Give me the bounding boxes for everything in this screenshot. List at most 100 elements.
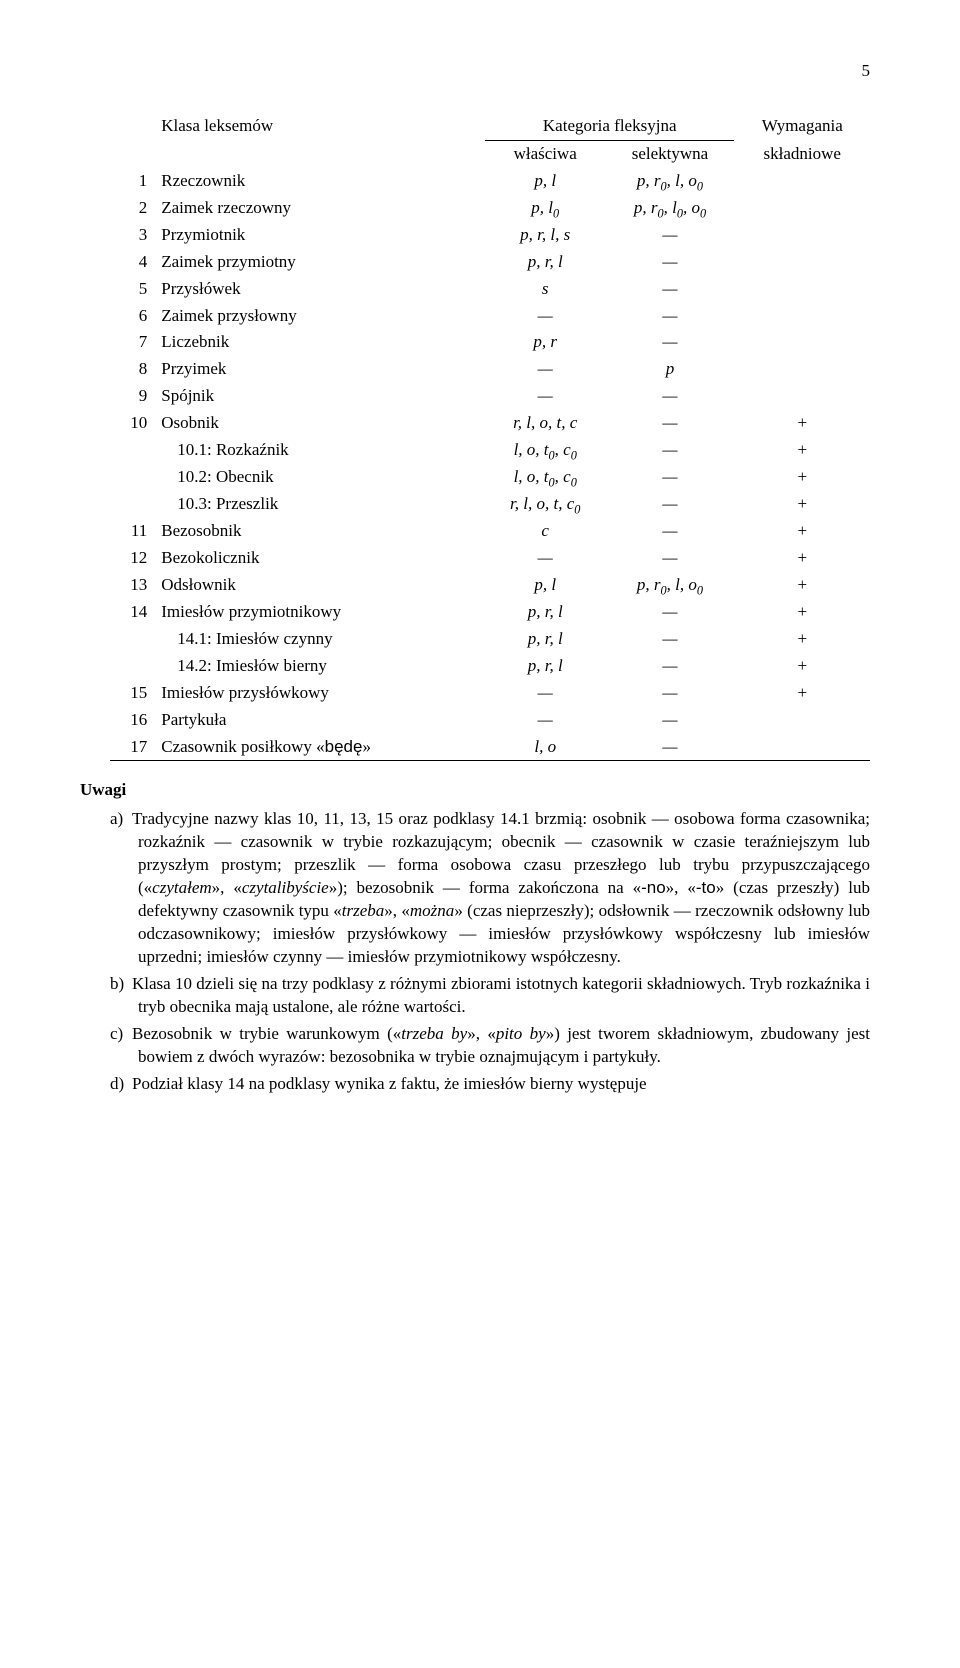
row-cat-selektywna: — [605,734,734,761]
row-cat-wlasciwa: — [485,303,606,330]
table-row: 6Zaimek przysłowny—— [110,303,870,330]
row-wymagania: + [734,653,870,680]
row-cat-wlasciwa: p, l [485,168,606,195]
row-number [110,626,153,653]
row-cat-selektywna: p, r0, l0, o0 [605,195,734,222]
row-cat-selektywna: — [605,303,734,330]
row-cat-wlasciwa: c [485,518,606,545]
row-number: 5 [110,276,153,303]
col1-header: Klasa leksemów [153,113,485,140]
row-number [110,491,153,518]
row-cat-selektywna: — [605,437,734,464]
col3-header-top: Wymagania [734,113,870,140]
row-name: Osobnik [153,410,485,437]
row-name: Zaimek rzeczowny [153,195,485,222]
row-wymagania: + [734,572,870,599]
row-cat-selektywna: — [605,329,734,356]
row-cat-selektywna: — [605,653,734,680]
row-wymagania: + [734,626,870,653]
row-number [110,653,153,680]
row-cat-selektywna: — [605,222,734,249]
row-name: Przyimek [153,356,485,383]
row-wymagania: + [734,599,870,626]
note-d: d)Podział klasy 14 na podklasy wynika z … [110,1073,870,1096]
row-cat-selektywna: — [605,491,734,518]
table-row: 7Liczebnikp, r— [110,329,870,356]
row-name: 14.2: Imiesłów bierny [153,653,485,680]
row-wymagania: + [734,518,870,545]
row-wymagania [734,222,870,249]
row-cat-wlasciwa: p, r, l [485,653,606,680]
table-row: 10Osobnikr, l, o, t, c—+ [110,410,870,437]
notes-block: a)Tradycyjne nazwy klas 10, 11, 13, 15 o… [110,808,870,1095]
row-number: 8 [110,356,153,383]
row-wymagania [734,168,870,195]
row-wymagania: + [734,437,870,464]
col2-sub2: selektywna [605,140,734,167]
row-number: 3 [110,222,153,249]
row-wymagania: + [734,680,870,707]
row-wymagania [734,707,870,734]
row-cat-wlasciwa: l, o, t0, c0 [485,437,606,464]
table-row: 10.3: Przeszlikr, l, o, t, c0—+ [110,491,870,518]
table-row: 14Imiesłów przymiotnikowyp, r, l—+ [110,599,870,626]
row-name: Odsłownik [153,572,485,599]
row-number: 10 [110,410,153,437]
row-number: 11 [110,518,153,545]
row-name: Rzeczownik [153,168,485,195]
row-number: 16 [110,707,153,734]
row-name: Liczebnik [153,329,485,356]
note-a: a)Tradycyjne nazwy klas 10, 11, 13, 15 o… [110,808,870,969]
row-cat-wlasciwa: — [485,545,606,572]
row-cat-wlasciwa: l, o, t0, c0 [485,464,606,491]
table-row: 13Odsłownikp, lp, r0, l, o0+ [110,572,870,599]
row-cat-wlasciwa: p, l [485,572,606,599]
row-number [110,437,153,464]
row-number: 15 [110,680,153,707]
row-cat-wlasciwa: — [485,707,606,734]
row-cat-wlasciwa: r, l, o, t, c0 [485,491,606,518]
row-cat-selektywna: — [605,464,734,491]
row-wymagania: + [734,545,870,572]
table-row: 4Zaimek przymiotnyp, r, l— [110,249,870,276]
row-cat-selektywna: p [605,356,734,383]
row-cat-selektywna: p, r0, l, o0 [605,168,734,195]
row-wymagania [734,383,870,410]
col2-header: Kategoria fleksyjna [485,113,735,140]
row-cat-wlasciwa: s [485,276,606,303]
table-row: 15Imiesłów przysłówkowy——+ [110,680,870,707]
row-number: 1 [110,168,153,195]
page-number: 5 [110,60,870,83]
row-wymagania [734,356,870,383]
row-name: 10.3: Przeszlik [153,491,485,518]
table-row: 5Przysłóweks— [110,276,870,303]
row-cat-selektywna: p, r0, l, o0 [605,572,734,599]
row-number: 12 [110,545,153,572]
row-name: Zaimek przymiotny [153,249,485,276]
table-row: 17Czasownik posiłkowy «będę»l, o— [110,734,870,761]
row-cat-selektywna: — [605,545,734,572]
table-row: 2Zaimek rzeczownyp, l0p, r0, l0, o0 [110,195,870,222]
col3-sub: składniowe [734,140,870,167]
row-wymagania: + [734,464,870,491]
row-number: 6 [110,303,153,330]
table-row: 14.2: Imiesłów biernyp, r, l—+ [110,653,870,680]
row-cat-wlasciwa: — [485,356,606,383]
row-cat-selektywna: — [605,249,734,276]
note-c: c)Bezosobnik w trybie warunkowym («trzeb… [110,1023,870,1069]
row-wymagania: + [734,491,870,518]
row-cat-wlasciwa: r, l, o, t, c [485,410,606,437]
row-cat-wlasciwa: p, l0 [485,195,606,222]
row-number: 4 [110,249,153,276]
row-number: 13 [110,572,153,599]
col2-sub1: właściwa [485,140,606,167]
row-wymagania [734,276,870,303]
row-wymagania [734,734,870,761]
row-cat-wlasciwa: p, r, l, s [485,222,606,249]
table-row: 3Przymiotnikp, r, l, s— [110,222,870,249]
row-number: 7 [110,329,153,356]
row-cat-selektywna: — [605,383,734,410]
row-cat-wlasciwa: p, r, l [485,599,606,626]
row-name: 14.1: Imiesłów czynny [153,626,485,653]
table-row: 8Przyimek—p [110,356,870,383]
